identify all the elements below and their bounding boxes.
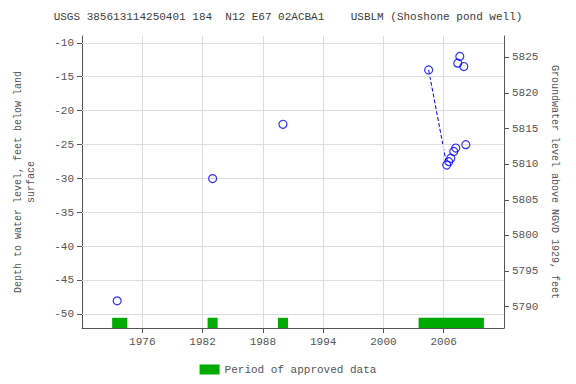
svg-text:-50: -50 bbox=[54, 308, 74, 320]
svg-text:-20: -20 bbox=[54, 105, 74, 117]
svg-text:5815: 5815 bbox=[512, 123, 538, 135]
svg-text:5800: 5800 bbox=[512, 229, 538, 241]
svg-text:Groundwater level above NGVD 1: Groundwater level above NGVD 1929, feet bbox=[549, 65, 560, 299]
svg-text:-10: -10 bbox=[54, 37, 74, 49]
svg-text:1994: 1994 bbox=[310, 336, 337, 348]
svg-text:-40: -40 bbox=[54, 241, 74, 253]
svg-text:1976: 1976 bbox=[129, 336, 155, 348]
svg-text:-35: -35 bbox=[54, 207, 74, 219]
svg-text:5820: 5820 bbox=[512, 87, 538, 99]
svg-text:5790: 5790 bbox=[512, 301, 538, 313]
svg-text:5795: 5795 bbox=[512, 265, 538, 277]
svg-text:-25: -25 bbox=[54, 139, 74, 151]
svg-text:5810: 5810 bbox=[512, 158, 538, 170]
svg-text:5805: 5805 bbox=[512, 194, 538, 206]
svg-text:surface: surface bbox=[26, 161, 37, 203]
svg-text:Depth to water level, feet bel: Depth to water level, feet below land bbox=[13, 71, 24, 293]
svg-text:-45: -45 bbox=[54, 274, 74, 286]
svg-text:1982: 1982 bbox=[189, 336, 215, 348]
svg-text:2006: 2006 bbox=[431, 336, 457, 348]
svg-text:1988: 1988 bbox=[250, 336, 276, 348]
svg-text:5825: 5825 bbox=[512, 51, 538, 63]
svg-text:Period of approved data: Period of approved data bbox=[225, 364, 377, 376]
svg-text:-30: -30 bbox=[54, 173, 74, 185]
svg-text:-15: -15 bbox=[54, 71, 74, 83]
svg-text:2000: 2000 bbox=[370, 336, 396, 348]
svg-text:USGS 385613114250401 184 N12: USGS 385613114250401 184 N12 E67 02ACBA1… bbox=[54, 11, 523, 23]
